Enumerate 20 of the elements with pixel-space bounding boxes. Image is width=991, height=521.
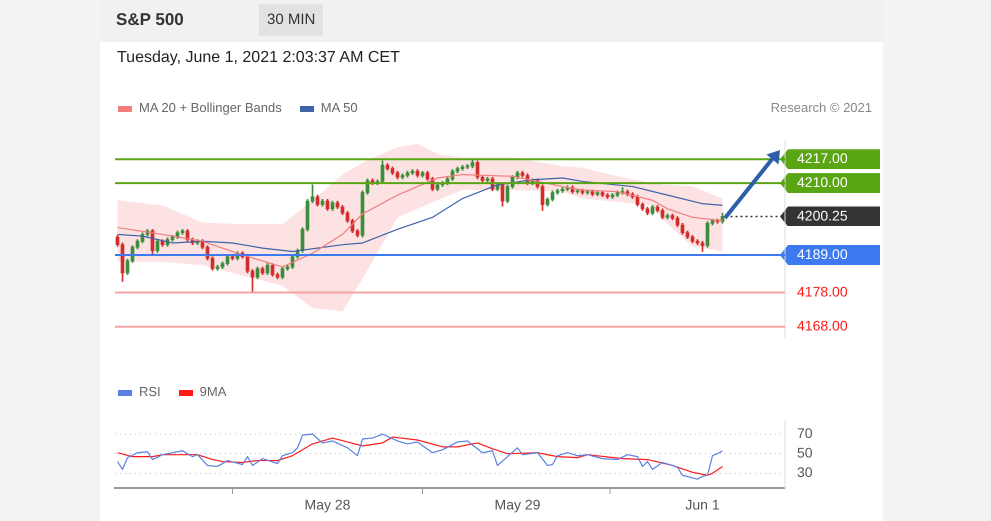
legend-label: MA 50	[320, 100, 358, 115]
y-tick-label: 4189.00	[797, 246, 848, 262]
y-tick-label: 70	[797, 424, 813, 441]
y-tick-label: 30	[797, 464, 813, 480]
text: Research © 2021	[770, 100, 872, 115]
text: 30 MIN	[259, 4, 324, 36]
y-tick-label: 4210.00	[797, 174, 848, 190]
legend-label: RSI	[139, 384, 161, 399]
chart-title: S&P 500	[116, 10, 184, 30]
legend-label: 9MA	[200, 384, 226, 399]
y-tick-label: 4168.00	[797, 318, 848, 334]
y-tick-label: 4217.00	[797, 150, 848, 166]
y-tick-label: 4200.25	[797, 207, 848, 224]
x-tick-label: May 29	[494, 496, 541, 512]
legend-label: MA 20 + Bollinger Bands	[139, 100, 282, 115]
y-tick-label: 50	[797, 444, 813, 461]
x-tick-label: Jun 1	[685, 496, 720, 512]
chart-subtitle: Tuesday, June 1, 2021 2:03:37 AM CET	[117, 49, 400, 67]
y-tick-label: 4178.00	[797, 283, 848, 300]
x-tick-label: May 28	[304, 496, 351, 512]
